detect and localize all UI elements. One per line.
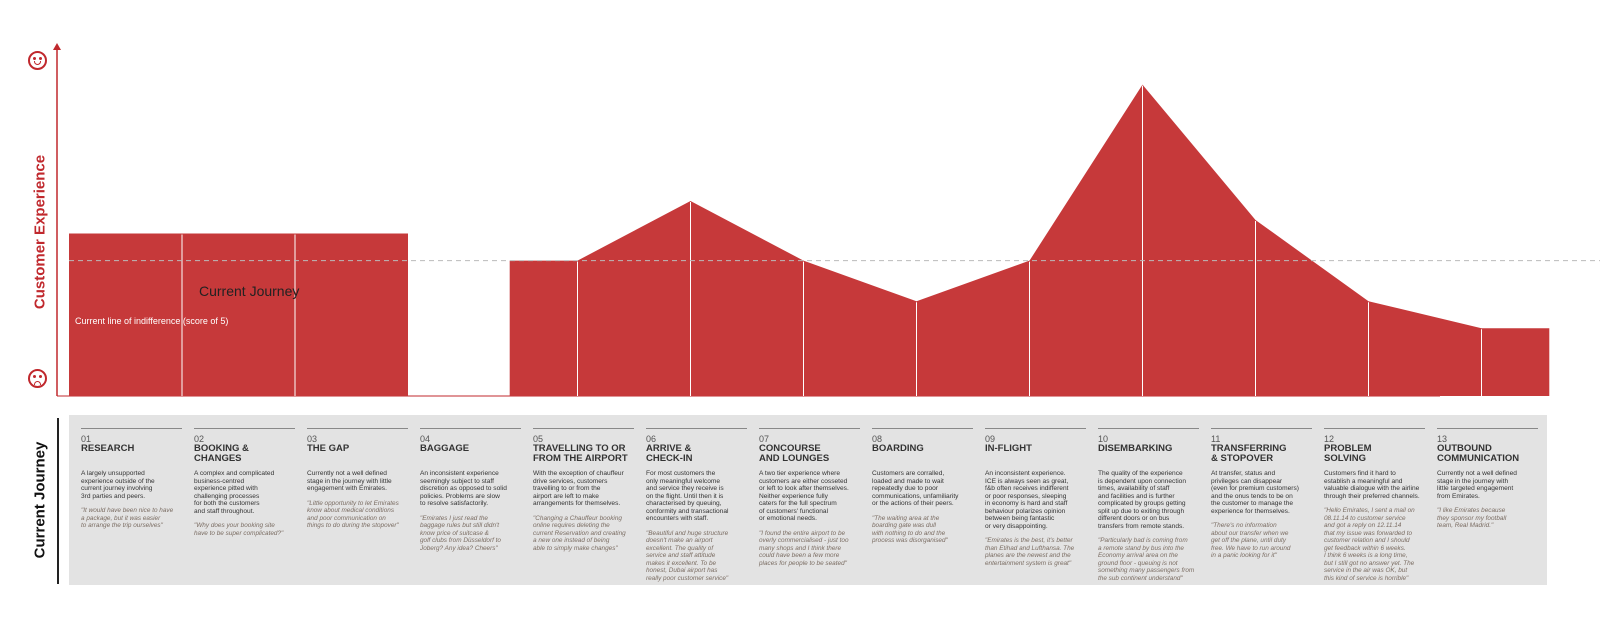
stage-number: 10 <box>1098 434 1109 444</box>
stage-number: 07 <box>759 434 770 444</box>
stage-number: 13 <box>1437 434 1448 444</box>
current-journey-section-label: Current Journey <box>31 441 49 559</box>
stage-rule <box>1211 428 1312 429</box>
stage-card: 06 ARRIVE & CHECK-IN For most customers th… <box>646 428 747 582</box>
stage-description: Customers find it hard to establish a me… <box>1324 470 1420 500</box>
stage-description: For most customers the only meaningful w… <box>646 470 729 522</box>
stage-number: 03 <box>307 434 318 444</box>
stage-title: TRANSFERRING & STOPOVER <box>1211 443 1287 464</box>
stage-card: 08 BOARDING Customers are corralled, loade… <box>872 428 973 545</box>
stage-rule <box>81 428 182 429</box>
stages-panel <box>69 415 1547 585</box>
stage-description: With the exception of chauffeur drive se… <box>533 470 624 507</box>
stage-rule <box>646 428 747 429</box>
stage-number: 11 <box>1211 434 1221 444</box>
stage-quote: "Why does your booking site have to be s… <box>194 522 284 537</box>
stage-rule <box>872 428 973 429</box>
stage-number: 08 <box>872 434 883 444</box>
stage-title: ARRIVE & CHECK-IN <box>646 443 693 464</box>
y-axis-arrowhead <box>53 43 61 50</box>
stage-title: CONCOURSE AND LOUNGES <box>759 443 830 464</box>
stage-number: 02 <box>194 434 205 444</box>
stage-card: 09 IN-FLIGHT An inconsistent experience. I… <box>985 428 1086 567</box>
stage-title: OUTBOUND COMMUNICATION <box>1437 443 1520 464</box>
stage-description: A two tier experience where customers ar… <box>759 470 849 522</box>
stage-rule <box>307 428 408 429</box>
stage-description: At transfer, status and privileges can d… <box>1211 470 1299 515</box>
stage-number: 04 <box>420 434 431 444</box>
happy-face-icon <box>28 51 47 70</box>
stage-card: 01 RESEARCH A largely unsupported experien… <box>81 428 182 530</box>
stage-rule <box>759 428 860 429</box>
stage-quote: "Hello Emirates, I sent a mail on 08.11.… <box>1324 507 1415 582</box>
stage-quote: "Emirates I just read the baggage rules … <box>420 514 501 552</box>
stage-description: Customers are corralled, loaded and made… <box>872 470 959 507</box>
stage-card: 07 CONCOURSE AND LOUNGES A two tier experi… <box>759 428 860 567</box>
stage-card: 03 THE GAP Currently not a well defined st… <box>307 428 408 530</box>
stage-quote: "Emirates is the best, it's better than … <box>985 537 1075 567</box>
stage-title: IN-FLIGHT <box>985 443 1032 454</box>
stage-rule <box>1098 428 1199 429</box>
indifference-label: Current line of indifference (score of 5… <box>75 316 229 326</box>
stage-description: A complex and complicated business-centr… <box>194 470 275 515</box>
stage-quote: "Changing a Chauffeur booking online req… <box>533 514 626 552</box>
stage-number: 05 <box>533 434 544 444</box>
stage-quote: "There's no information about our transf… <box>1211 522 1291 559</box>
stage-description: An inconsistent experience. ICE is alway… <box>985 470 1069 530</box>
y-axis-label: Customer Experience <box>31 154 49 310</box>
stage-rule <box>985 428 1086 429</box>
series-label: Current Journey <box>199 283 300 299</box>
stage-card: 12 PROBLEM SOLVING Customers find it hard … <box>1324 428 1425 582</box>
stage-card: 13 OUTBOUND COMMUNICATION Currently not a … <box>1437 428 1538 530</box>
stage-quote: "Beautiful and huge structure doesn't ma… <box>646 529 729 582</box>
experience-areas <box>69 84 1550 396</box>
stage-description: Currently not a well defined stage in th… <box>307 470 392 492</box>
stage-title: DISEMBARKING <box>1098 443 1173 454</box>
stage-description: The quality of the experience is depende… <box>1098 470 1186 530</box>
stage-card: 02 BOOKING & CHANGES A complex and complic… <box>194 428 295 537</box>
stage-quote: "It would have been nice to have a packa… <box>81 507 174 529</box>
stage-card: 04 BAGGAGE An inconsistent experience seem… <box>420 428 521 552</box>
stage-description: An inconsistent experience seemingly sub… <box>420 470 507 507</box>
stage-rule <box>194 428 295 429</box>
experience-chart <box>53 43 1600 397</box>
stage-title: RESEARCH <box>81 443 135 454</box>
stage-title: THE GAP <box>307 443 350 454</box>
stage-description: A largely unsupported experience outside… <box>81 470 155 500</box>
stage-quote: "I found the entire airport to be overly… <box>759 529 849 567</box>
experience-area-segment <box>509 84 1550 396</box>
stage-rule <box>420 428 521 429</box>
stage-rule <box>533 428 634 429</box>
stage-card: 11 TRANSFERRING & STOPOVER At transfer, st… <box>1211 428 1312 560</box>
stage-quote: "The waiting area at the boarding gate w… <box>872 514 948 545</box>
stage-number: 06 <box>646 434 657 444</box>
stage-quote: "Particularly bad is coming from a remot… <box>1098 537 1195 582</box>
stage-card: 05 TRAVELLING TO OR FROM THE AIRPORT With … <box>533 428 634 552</box>
stage-rule <box>1437 428 1538 429</box>
stage-number: 01 <box>81 434 92 444</box>
stage-quote: "I like Emirates because they sponsor my… <box>1437 507 1507 529</box>
stage-title: PROBLEM SOLVING <box>1324 443 1372 464</box>
stage-title: BOOKING & CHANGES <box>194 443 249 464</box>
stage-card: 10 DISEMBARKING The quality of the experie… <box>1098 428 1199 582</box>
stage-title: BAGGAGE <box>420 443 470 454</box>
stage-title: TRAVELLING TO OR FROM THE AIRPORT <box>533 443 628 464</box>
stage-quote: "Little opportunity to let Emirates know… <box>307 499 399 530</box>
experience-area-segment <box>69 233 408 396</box>
stage-dividers <box>181 85 1482 396</box>
stage-description: Currently not a well defined stage in th… <box>1437 470 1517 500</box>
section-divider-line <box>57 418 59 584</box>
stage-title: BOARDING <box>872 443 924 454</box>
stage-number: 12 <box>1324 434 1335 444</box>
sad-face-icon <box>28 369 47 388</box>
stage-number: 09 <box>985 434 996 444</box>
stage-rule <box>1324 428 1425 429</box>
